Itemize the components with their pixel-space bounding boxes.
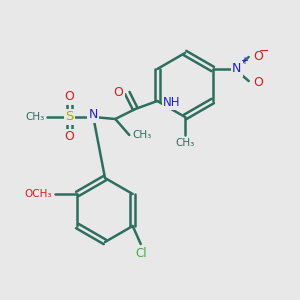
- Text: NH: NH: [163, 95, 181, 109]
- Text: O: O: [254, 76, 264, 88]
- Text: N: N: [232, 62, 242, 76]
- Text: O: O: [64, 91, 74, 103]
- Text: CH₃: CH₃: [132, 130, 152, 140]
- Text: S: S: [65, 110, 74, 124]
- Text: +: +: [240, 56, 248, 66]
- Text: O: O: [64, 130, 74, 143]
- Text: OCH₃: OCH₃: [25, 189, 52, 199]
- Text: CH₃: CH₃: [25, 112, 44, 122]
- Text: Cl: Cl: [135, 247, 146, 260]
- Text: −: −: [259, 44, 269, 58]
- Text: O: O: [113, 85, 123, 98]
- Text: CH₃: CH₃: [176, 138, 195, 148]
- Text: N: N: [88, 109, 98, 122]
- Text: O: O: [254, 50, 264, 62]
